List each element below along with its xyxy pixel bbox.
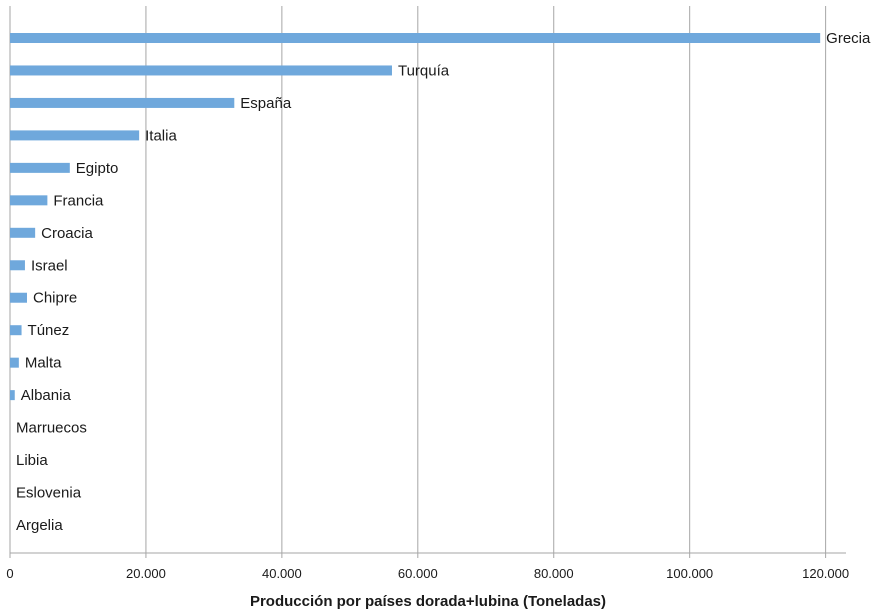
bar [10, 195, 48, 206]
x-tick-label: 40.000 [262, 566, 302, 581]
x-tick-label: 20.000 [126, 566, 166, 581]
bar [10, 65, 392, 76]
bar [10, 390, 15, 401]
bar [10, 357, 19, 368]
category-label: Croacia [41, 225, 93, 242]
x-tick-label: 100.000 [666, 566, 713, 581]
bar [10, 227, 36, 238]
category-label: Albania [21, 387, 72, 404]
category-label: Marruecos [16, 420, 87, 437]
gridlines [9, 6, 827, 558]
bar [10, 97, 235, 108]
category-label: Túnez [28, 322, 70, 339]
category-label: Italia [145, 127, 177, 144]
category-label: España [240, 95, 292, 112]
bar [10, 130, 140, 141]
category-label: Eslovenia [16, 485, 82, 502]
category-label: Turquía [398, 62, 450, 79]
category-label: Grecia [826, 30, 871, 47]
bar-labels: Grecia Turquía España Italia Egipto Francia Cr… [16, 30, 871, 534]
x-axis-title: Producción por países dorada+lubina (Ton… [250, 593, 606, 610]
x-tick-label: 60.000 [398, 566, 438, 581]
x-axis: 0 20.000 40.000 60.000 80.000 100.000 120.000 [6, 552, 849, 581]
category-label: Malta [25, 355, 62, 372]
x-tick-label: 80.000 [534, 566, 574, 581]
category-label: Israel [31, 257, 68, 274]
bar [10, 33, 821, 43]
category-label: Libia [16, 452, 48, 469]
category-label: Egipto [76, 160, 119, 177]
x-tick-label: 120.000 [802, 566, 849, 581]
x-tick-label: 0 [6, 566, 13, 581]
bar [10, 260, 25, 271]
bar [10, 325, 22, 336]
bar [10, 162, 70, 173]
bars [10, 33, 821, 401]
category-label: Argelia [16, 517, 63, 534]
bar [10, 292, 27, 303]
category-label: Francia [53, 192, 104, 209]
category-label: Chipre [33, 290, 77, 307]
